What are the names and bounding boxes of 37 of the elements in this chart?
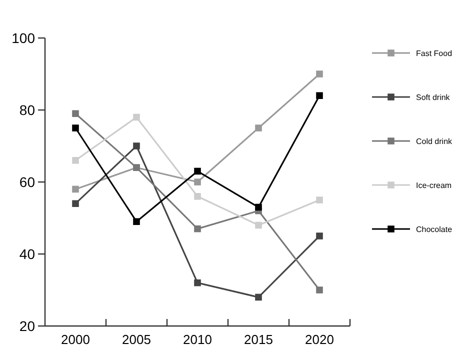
point [72, 124, 79, 132]
point [194, 279, 201, 286]
point [133, 142, 140, 150]
legend-label: Chocolate [416, 224, 453, 234]
point [194, 225, 201, 232]
point [133, 114, 140, 121]
point [255, 294, 262, 301]
point [316, 232, 323, 240]
point [72, 157, 79, 164]
point [316, 286, 323, 294]
point [194, 193, 201, 200]
point [255, 124, 262, 132]
point [72, 200, 79, 207]
point [316, 70, 323, 78]
legend-label: Soft drink [416, 92, 451, 102]
x-tick-label: 2000 [61, 332, 90, 347]
y-tick-label: 80 [19, 102, 36, 118]
legend-label: Cold drink [416, 136, 454, 146]
y-tick-label: 40 [19, 246, 36, 262]
x-tick-label: 2015 [244, 332, 273, 347]
y-tick-label: 100 [12, 30, 36, 46]
point [194, 168, 201, 175]
y-tick-label: 60 [19, 174, 36, 190]
x-tick-label: 2005 [122, 332, 151, 347]
x-tick-label: 2020 [305, 332, 334, 347]
point [72, 186, 79, 193]
point [316, 92, 323, 99]
point [133, 218, 140, 225]
y-tick-label: 20 [19, 318, 36, 334]
point [255, 222, 262, 229]
legend-label: Fast Food [416, 48, 452, 58]
point [194, 178, 201, 186]
point [72, 110, 79, 117]
point [316, 196, 323, 204]
point [255, 204, 262, 211]
legend-label: Ice-cream [416, 180, 452, 190]
x-tick-label: 2010 [183, 332, 212, 347]
